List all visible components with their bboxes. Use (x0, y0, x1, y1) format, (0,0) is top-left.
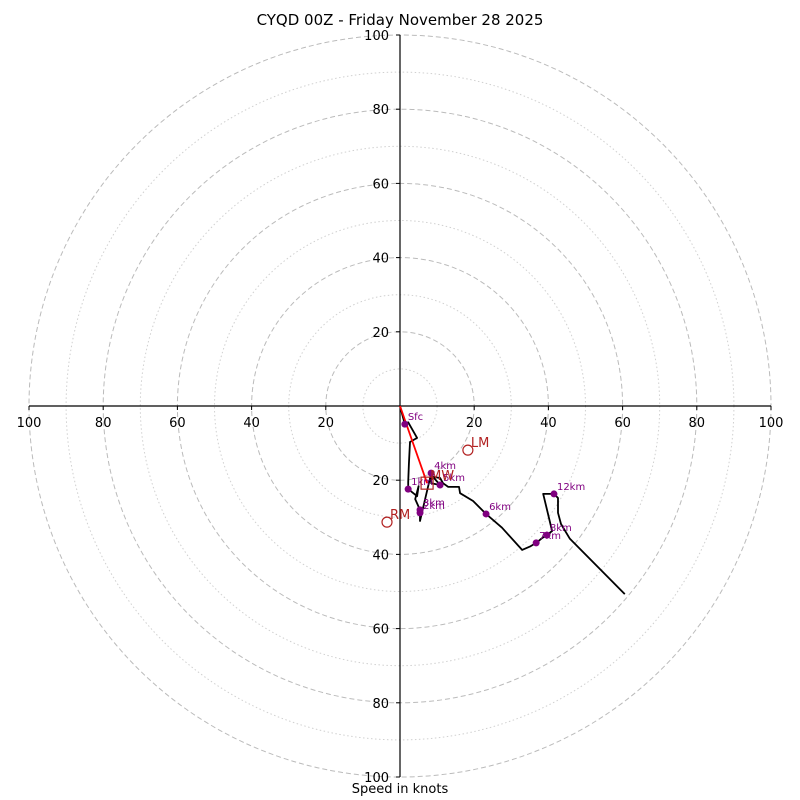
x-tick-label: 20 (318, 416, 335, 431)
storm-motion-mw-label: MW (430, 469, 454, 484)
height-marker-1km (404, 485, 412, 493)
height-label-6km: 6km (489, 502, 511, 513)
x-tick-label: 40 (540, 416, 557, 431)
chart-title: CYQD 00Z - Friday November 28 2025 (256, 11, 544, 29)
mean-wind-vector (399, 405, 428, 484)
height-marker-6km (482, 510, 490, 518)
y-tick-label: 40 (372, 548, 389, 563)
height-marker-4km (427, 469, 435, 477)
storm-motion-lm-label: LM (471, 436, 489, 451)
y-tick-label: 80 (372, 697, 389, 712)
x-tick-label: 60 (614, 416, 631, 431)
y-tick-label: 100 (364, 29, 389, 44)
x-tick-label: 80 (95, 416, 112, 431)
height-label-sfc: Sfc (408, 412, 423, 423)
height-marker-7km (532, 539, 540, 547)
height-label-4km: 4km (434, 461, 456, 472)
height-label-3km: 3km (423, 498, 445, 509)
storm-motion-rm-label: RM (390, 508, 410, 523)
height-label-5km: 5km (443, 473, 465, 484)
x-tick-label: 100 (17, 416, 42, 431)
storm-motion-rm-marker (381, 516, 393, 528)
x-axis-label: Speed in knots (351, 782, 449, 797)
height-marker-5km (436, 481, 444, 489)
y-tick-label: 60 (372, 623, 389, 638)
y-tick-label: 100 (364, 771, 389, 786)
x-tick-label: 40 (243, 416, 260, 431)
height-label-1km: 1km (411, 477, 433, 488)
y-tick-label: 20 (372, 474, 389, 489)
height-marker-12km (550, 490, 558, 498)
x-tick-label: 80 (689, 416, 706, 431)
x-tick-label: 20 (466, 416, 483, 431)
storm-motion-mw-marker (420, 476, 434, 490)
height-marker-8km (543, 531, 551, 539)
x-tick-label: 100 (759, 416, 784, 431)
height-marker-sfc (401, 420, 409, 428)
height-label-8km: 8km (550, 523, 572, 534)
height-label-2km: 2km (423, 501, 445, 512)
x-tick-label: 60 (169, 416, 186, 431)
height-label-12km: 12km (557, 482, 585, 493)
storm-motion-lm-marker (462, 444, 474, 456)
y-tick-label: 40 (372, 252, 389, 267)
y-tick-label: 80 (372, 103, 389, 118)
height-marker-3km (416, 506, 424, 514)
hodograph-trace (399, 405, 626, 595)
y-tick-label: 60 (372, 177, 389, 192)
y-tick-label: 20 (372, 326, 389, 341)
